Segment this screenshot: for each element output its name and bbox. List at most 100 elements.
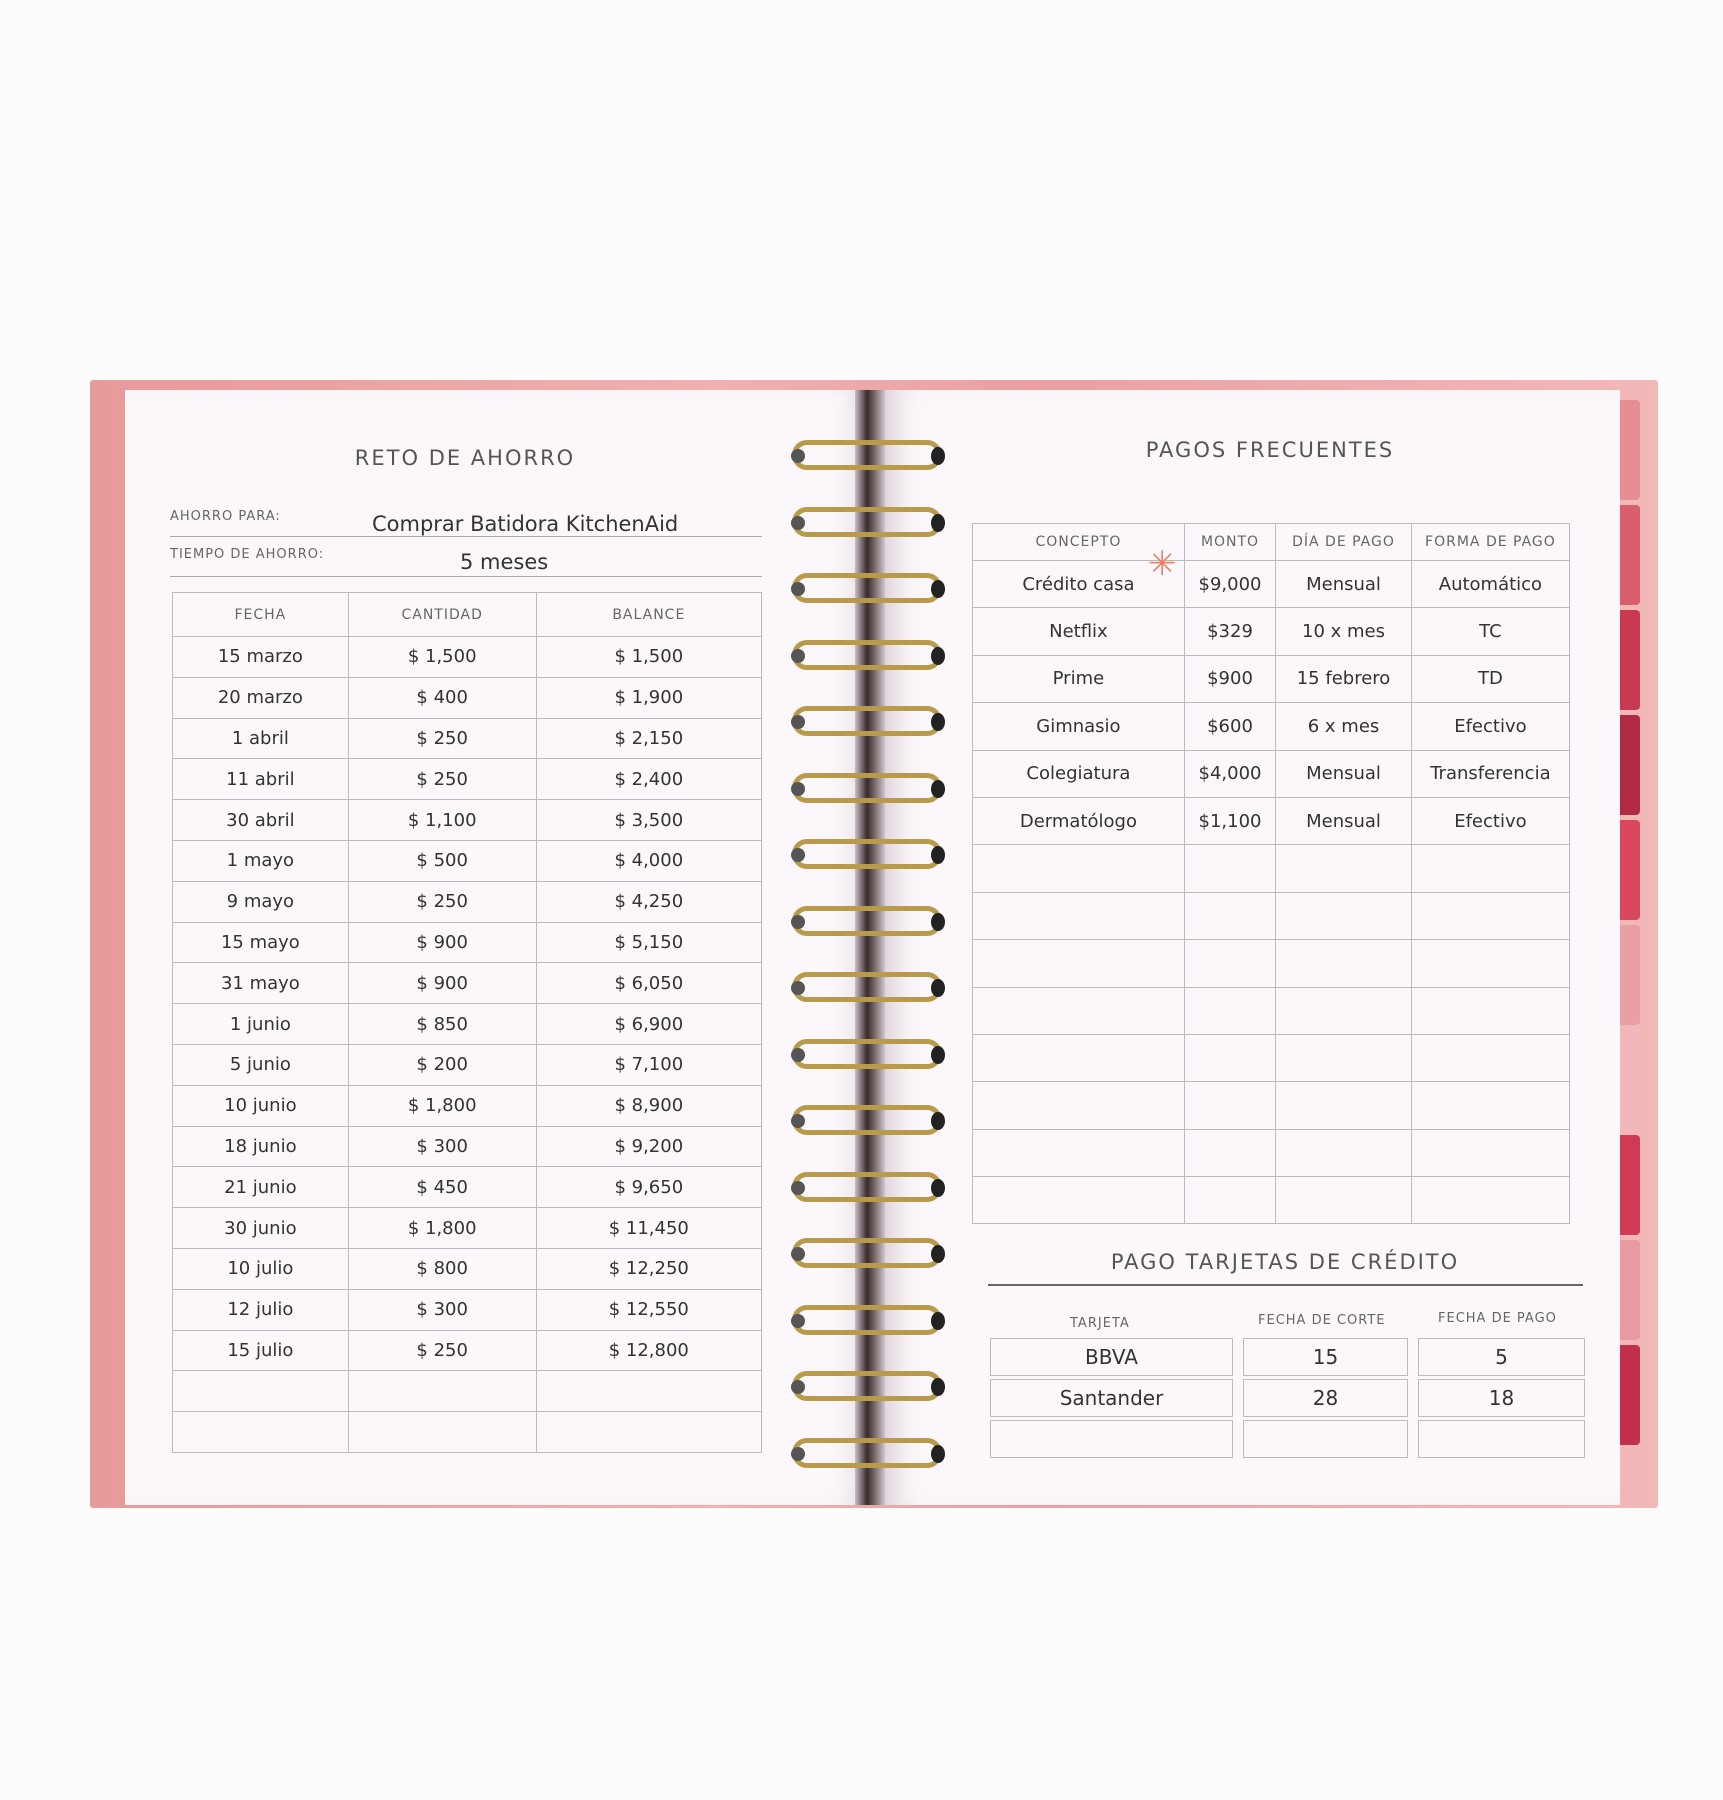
cell-fecha[interactable]: 31 mayo xyxy=(172,962,349,1005)
divider-tab[interactable] xyxy=(1620,400,1640,500)
cell-concepto[interactable] xyxy=(972,939,1185,988)
cell-concepto[interactable] xyxy=(972,1081,1185,1130)
divider-tab[interactable] xyxy=(1620,505,1640,605)
cell-cantidad[interactable] xyxy=(347,1411,537,1453)
cell-dia-pago[interactable] xyxy=(1275,891,1412,941)
cell-balance[interactable]: $ 6,050 xyxy=(535,962,763,1005)
cell-dia-pago[interactable] xyxy=(1275,1128,1412,1178)
cell-fecha[interactable]: 9 mayo xyxy=(172,880,349,923)
cell-fecha[interactable]: 18 junio xyxy=(172,1125,349,1168)
divider-tab[interactable] xyxy=(1620,1240,1640,1340)
cell-dia-pago[interactable]: 10 x mes xyxy=(1275,607,1412,656)
cell-forma-pago[interactable] xyxy=(1410,1081,1571,1130)
cell-concepto[interactable] xyxy=(972,1128,1185,1178)
cell-fecha[interactable]: 11 abril xyxy=(172,758,349,801)
cell-monto[interactable]: $329 xyxy=(1183,607,1277,656)
cell-concepto[interactable] xyxy=(972,1033,1185,1083)
card-fecha-pago-field[interactable] xyxy=(1418,1420,1585,1458)
cell-balance[interactable]: $ 1,900 xyxy=(535,676,763,719)
cell-monto[interactable] xyxy=(1183,1033,1277,1083)
cell-concepto[interactable]: Colegiatura xyxy=(972,749,1185,798)
cell-dia-pago[interactable]: Mensual xyxy=(1275,559,1412,609)
divider-tab[interactable] xyxy=(1620,820,1640,920)
card-fecha-corte-field[interactable]: 15 xyxy=(1243,1338,1408,1376)
cell-dia-pago[interactable] xyxy=(1275,986,1412,1035)
cell-fecha[interactable]: 10 julio xyxy=(172,1247,349,1290)
divider-tab[interactable] xyxy=(1620,925,1640,1025)
card-fecha-pago-field[interactable]: 18 xyxy=(1418,1379,1585,1417)
card-fecha-corte-field[interactable] xyxy=(1243,1420,1408,1458)
cell-balance[interactable]: $ 12,250 xyxy=(535,1247,763,1290)
cell-fecha[interactable] xyxy=(172,1411,349,1453)
cell-cantidad[interactable]: $ 250 xyxy=(347,717,537,760)
cell-monto[interactable] xyxy=(1183,844,1277,893)
cell-balance[interactable]: $ 9,200 xyxy=(535,1125,763,1168)
cell-cantidad[interactable]: $ 250 xyxy=(347,880,537,923)
cell-concepto[interactable]: Gimnasio xyxy=(972,702,1185,751)
card-tarjeta-field[interactable] xyxy=(990,1420,1233,1458)
cell-cantidad[interactable]: $ 1,100 xyxy=(347,799,537,841)
cell-balance[interactable]: $ 6,900 xyxy=(535,1003,763,1045)
cell-concepto[interactable] xyxy=(972,1176,1185,1225)
cell-fecha[interactable]: 21 junio xyxy=(172,1166,349,1209)
cell-forma-pago[interactable] xyxy=(1410,1176,1571,1225)
cell-monto[interactable] xyxy=(1183,986,1277,1035)
cell-dia-pago[interactable]: Mensual xyxy=(1275,796,1412,846)
cell-cantidad[interactable]: $ 300 xyxy=(347,1125,537,1168)
cell-dia-pago[interactable]: Mensual xyxy=(1275,749,1412,798)
cell-monto[interactable]: $4,000 xyxy=(1183,749,1277,798)
cell-fecha[interactable]: 15 marzo xyxy=(172,636,349,678)
cell-dia-pago[interactable]: 6 x mes xyxy=(1275,702,1412,751)
cell-fecha[interactable]: 1 junio xyxy=(172,1003,349,1045)
cell-monto[interactable]: $1,100 xyxy=(1183,796,1277,846)
cell-cantidad[interactable]: $ 200 xyxy=(347,1043,537,1086)
divider-tab[interactable] xyxy=(1620,610,1640,710)
cell-balance[interactable]: $ 9,650 xyxy=(535,1166,763,1209)
cell-forma-pago[interactable]: Automático xyxy=(1410,559,1571,609)
cell-dia-pago[interactable] xyxy=(1275,1033,1412,1083)
cell-concepto[interactable]: Dermatólogo xyxy=(972,796,1185,846)
cell-cantidad[interactable]: $ 900 xyxy=(347,921,537,964)
cell-dia-pago[interactable]: 15 febrero xyxy=(1275,654,1412,704)
cell-balance[interactable] xyxy=(535,1411,763,1453)
cell-forma-pago[interactable] xyxy=(1410,986,1571,1035)
cell-cantidad[interactable]: $ 300 xyxy=(347,1288,537,1331)
cell-fecha[interactable]: 1 abril xyxy=(172,717,349,760)
cell-forma-pago[interactable]: TD xyxy=(1410,654,1571,704)
cell-monto[interactable] xyxy=(1183,1128,1277,1178)
cell-balance[interactable]: $ 8,900 xyxy=(535,1084,763,1127)
cell-forma-pago[interactable]: TC xyxy=(1410,607,1571,656)
cell-concepto[interactable] xyxy=(972,844,1185,893)
cell-cantidad[interactable]: $ 900 xyxy=(347,962,537,1005)
cell-fecha[interactable]: 20 marzo xyxy=(172,676,349,719)
cell-forma-pago[interactable]: Efectivo xyxy=(1410,702,1571,751)
cell-concepto[interactable]: Crédito casa xyxy=(972,559,1185,609)
cell-fecha[interactable] xyxy=(172,1370,349,1413)
cell-monto[interactable] xyxy=(1183,1176,1277,1225)
cell-fecha[interactable]: 30 abril xyxy=(172,799,349,841)
cell-forma-pago[interactable] xyxy=(1410,1128,1571,1178)
card-tarjeta-field[interactable]: Santander xyxy=(990,1379,1233,1417)
cell-forma-pago[interactable] xyxy=(1410,891,1571,941)
cell-cantidad[interactable]: $ 250 xyxy=(347,1329,537,1372)
cell-cantidad[interactable]: $ 250 xyxy=(347,758,537,801)
divider-tab[interactable] xyxy=(1620,1030,1640,1130)
cell-balance[interactable]: $ 12,550 xyxy=(535,1288,763,1331)
cell-balance[interactable]: $ 4,250 xyxy=(535,880,763,923)
cell-concepto[interactable] xyxy=(972,891,1185,941)
cell-monto[interactable]: $900 xyxy=(1183,654,1277,704)
cell-fecha[interactable]: 15 mayo xyxy=(172,921,349,964)
cell-balance[interactable] xyxy=(535,1370,763,1413)
cell-cantidad[interactable]: $ 500 xyxy=(347,839,537,882)
cell-balance[interactable]: $ 1,500 xyxy=(535,636,763,678)
cell-balance[interactable]: $ 4,000 xyxy=(535,839,763,882)
divider-tab[interactable] xyxy=(1620,715,1640,815)
cell-balance[interactable]: $ 12,800 xyxy=(535,1329,763,1372)
cell-cantidad[interactable]: $ 1,500 xyxy=(347,636,537,678)
cell-concepto[interactable]: Netflix xyxy=(972,607,1185,656)
cell-cantidad[interactable]: $ 1,800 xyxy=(347,1207,537,1249)
cell-forma-pago[interactable] xyxy=(1410,1033,1571,1083)
cell-forma-pago[interactable] xyxy=(1410,844,1571,893)
cell-cantidad[interactable]: $ 400 xyxy=(347,676,537,719)
card-fecha-corte-field[interactable]: 28 xyxy=(1243,1379,1408,1417)
